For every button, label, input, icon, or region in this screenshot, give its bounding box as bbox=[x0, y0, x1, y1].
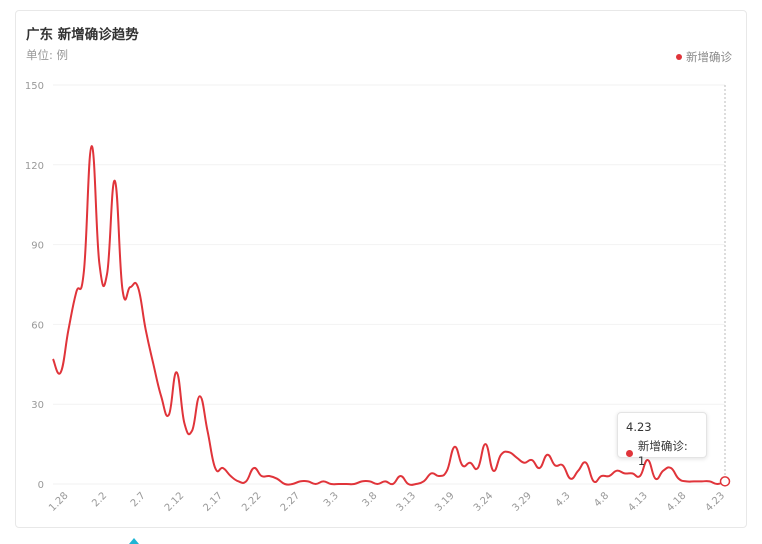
triangle-marker-icon bbox=[129, 538, 139, 544]
highlighted-point bbox=[719, 476, 731, 487]
x-tick-label: 2.2 bbox=[90, 490, 109, 509]
x-tick-label: 4.3 bbox=[554, 490, 573, 509]
tooltip: 4.23 新增确诊: 1 bbox=[617, 412, 707, 468]
x-tick-label: 4.23 bbox=[704, 490, 728, 514]
x-tick-label: 3.13 bbox=[395, 490, 419, 514]
x-tick-label: 4.8 bbox=[592, 490, 611, 509]
y-tick-label: 60 bbox=[31, 320, 44, 331]
x-tick-label: 2.12 bbox=[163, 490, 187, 514]
tooltip-dot-icon bbox=[626, 449, 633, 457]
legend-item[interactable]: 新增确诊 bbox=[676, 49, 732, 65]
legend-label: 新增确诊 bbox=[686, 50, 732, 64]
y-tick-label: 30 bbox=[31, 400, 44, 411]
tooltip-value: 新增确诊: 1 bbox=[637, 439, 688, 468]
chart-title: 广东 新增确诊趋势 bbox=[26, 27, 139, 43]
y-tick-label: 90 bbox=[31, 241, 44, 252]
x-tick-label: 4.18 bbox=[665, 490, 689, 514]
x-tick-label: 3.19 bbox=[433, 490, 457, 514]
series-line bbox=[52, 145, 726, 486]
x-tick-label: 2.22 bbox=[240, 490, 264, 514]
chart-unit: 单位: 例 bbox=[26, 48, 69, 62]
tooltip-date: 4.23 bbox=[626, 420, 652, 434]
y-tick-label: 120 bbox=[25, 161, 44, 172]
y-tick-label: 150 bbox=[25, 81, 44, 92]
x-tick-label: 1.28 bbox=[47, 490, 71, 514]
legend-dot-icon bbox=[676, 54, 682, 60]
x-tick-label: 2.7 bbox=[129, 490, 148, 509]
x-tick-label: 3.8 bbox=[361, 490, 380, 509]
x-tick-label: 2.17 bbox=[202, 490, 226, 514]
y-tick-label: 0 bbox=[38, 480, 44, 491]
x-tick-label: 3.24 bbox=[472, 490, 496, 514]
x-tick-label: 4.13 bbox=[626, 490, 650, 514]
x-tick-label: 3.3 bbox=[322, 490, 341, 509]
x-tick-label: 2.27 bbox=[279, 490, 303, 514]
x-tick-label: 3.29 bbox=[510, 490, 534, 514]
